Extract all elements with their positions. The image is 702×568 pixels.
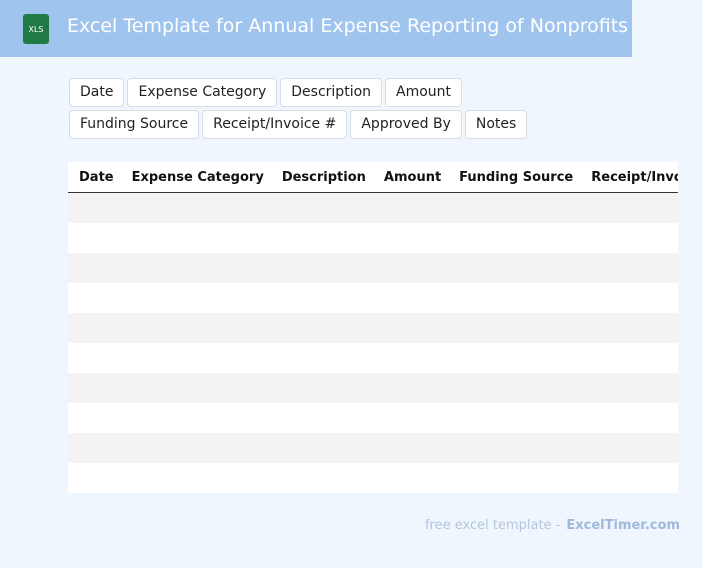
table-row	[68, 432, 678, 463]
footer-text: free excel template -	[424, 518, 561, 533]
table-cell	[68, 373, 678, 403]
table-body	[68, 192, 678, 493]
field-chip[interactable]: Receipt/Invoice #	[202, 110, 348, 139]
column-header: Expense Category	[120, 162, 271, 193]
field-chip[interactable]: Date	[69, 78, 125, 107]
table-cell	[68, 253, 678, 283]
field-chip[interactable]: Description	[280, 78, 383, 107]
table-grid: Date Expense Category Description Amount Fun…	[68, 162, 678, 493]
table-cell	[68, 403, 678, 433]
table-cell	[68, 463, 678, 493]
table-row	[68, 403, 678, 433]
table-cell	[68, 223, 678, 253]
header-row: Date Expense Category Description Amount Fun…	[68, 162, 678, 193]
field-chip[interactable]: Notes	[464, 110, 528, 139]
column-header: Amount	[372, 162, 449, 193]
table-cell	[68, 283, 678, 313]
table-cell	[68, 193, 678, 223]
table: Date Expense Category Description Amount Fun…	[68, 162, 678, 493]
field-chip[interactable]: Expense Category	[127, 78, 278, 107]
column-header: Date	[68, 162, 121, 193]
table-row	[68, 343, 678, 373]
xls-icon: XLS	[23, 14, 49, 44]
field-chip[interactable]: Approved By	[350, 110, 462, 139]
table-row	[68, 283, 678, 313]
table-cell	[68, 433, 678, 463]
table-row	[68, 312, 678, 343]
table-row	[68, 252, 678, 283]
column-header: Funding Source	[448, 162, 581, 193]
table-row	[68, 463, 678, 493]
table-cell	[68, 313, 678, 343]
field-chip[interactable]: Amount	[385, 78, 463, 107]
header: XLS Excel Template for Annual Expense Re…	[0, 0, 632, 57]
table-row	[68, 372, 678, 403]
footer: free excel template - ExcelTimer.com	[425, 518, 680, 533]
column-header: Description	[270, 162, 373, 193]
table-cell	[68, 343, 678, 373]
table-row	[68, 192, 678, 223]
field-chip[interactable]: Funding Source	[69, 110, 200, 139]
table-row	[68, 223, 678, 253]
field-chips: Date Expense Category Description Amount Fun…	[69, 78, 589, 139]
title: Excel Template for Annual Expense Report…	[67, 15, 629, 37]
column-header: Receipt/Invoice #	[580, 162, 678, 193]
footer-link[interactable]: ExcelTimer.com	[566, 518, 680, 533]
